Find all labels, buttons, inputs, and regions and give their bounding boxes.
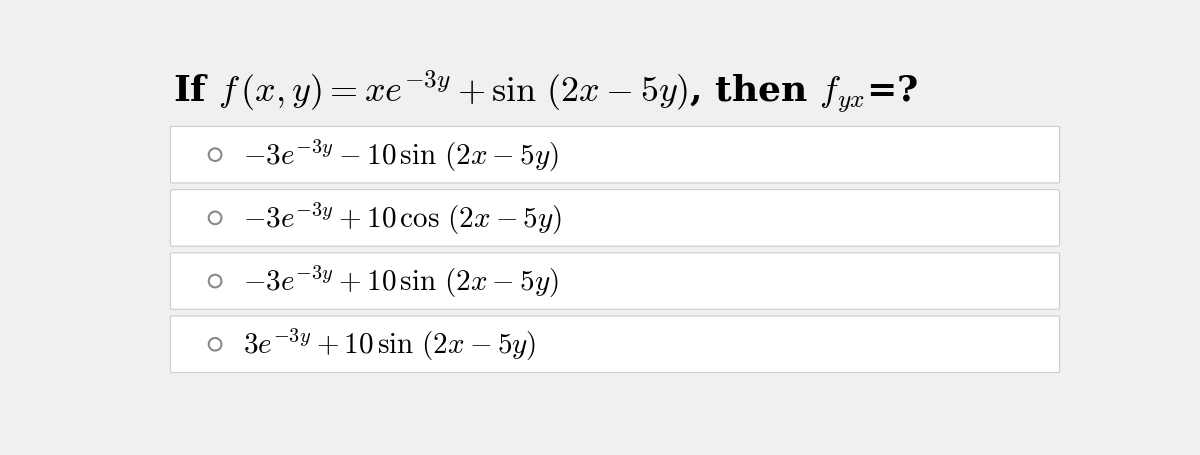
FancyBboxPatch shape: [170, 190, 1060, 247]
FancyBboxPatch shape: [170, 253, 1060, 310]
Ellipse shape: [209, 149, 222, 162]
Text: $-3e^{-3y} + 10\,\cos\,(2x - 5y)$: $-3e^{-3y} + 10\,\cos\,(2x - 5y)$: [242, 200, 562, 237]
Text: If $f\,(x, y) = xe^{-3y} + \sin\,(2x - 5y)$, then $f_{yx}$=?: If $f\,(x, y) = xe^{-3y} + \sin\,(2x - 5…: [173, 69, 919, 115]
FancyBboxPatch shape: [170, 127, 1060, 183]
Text: $3e^{-3y} + 10\,\sin\,(2x - 5y)$: $3e^{-3y} + 10\,\sin\,(2x - 5y)$: [242, 327, 536, 363]
Text: $-3e^{-3y} - 10\,\sin\,(2x - 5y)$: $-3e^{-3y} - 10\,\sin\,(2x - 5y)$: [242, 137, 559, 173]
FancyBboxPatch shape: [170, 316, 1060, 373]
Ellipse shape: [209, 275, 222, 288]
Ellipse shape: [209, 338, 222, 351]
Text: $-3e^{-3y} + 10\,\sin\,(2x - 5y)$: $-3e^{-3y} + 10\,\sin\,(2x - 5y)$: [242, 263, 559, 299]
Ellipse shape: [209, 212, 222, 225]
